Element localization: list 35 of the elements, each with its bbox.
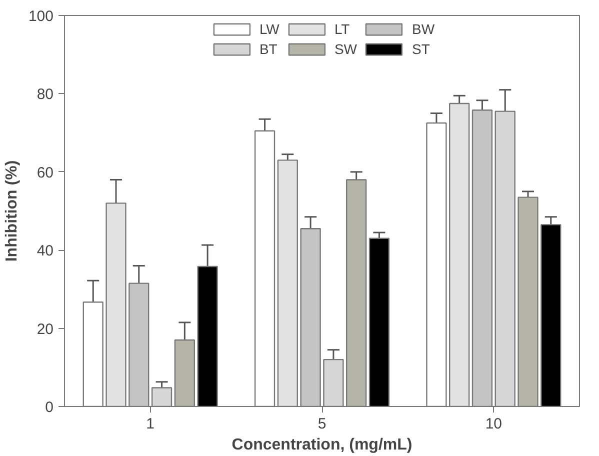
bar bbox=[426, 122, 447, 406]
bar bbox=[346, 179, 367, 406]
bar bbox=[151, 387, 172, 406]
bar bbox=[82, 302, 104, 406]
bar bbox=[174, 339, 195, 406]
x-tick-label: 10 bbox=[485, 416, 502, 432]
legend-label: BT bbox=[259, 41, 278, 57]
bar bbox=[300, 228, 321, 406]
bar bbox=[106, 202, 126, 406]
bar bbox=[518, 196, 538, 406]
x-tick-label: 5 bbox=[318, 416, 326, 432]
bar bbox=[197, 266, 218, 406]
bar bbox=[449, 102, 470, 406]
y-tick-label: 80 bbox=[36, 86, 54, 104]
y-tick-label: 0 bbox=[45, 399, 54, 416]
bar bbox=[540, 224, 562, 406]
x-tick-label: 1 bbox=[146, 416, 155, 432]
legend-label: BW bbox=[412, 21, 435, 37]
bar bbox=[128, 282, 150, 406]
bar bbox=[494, 110, 516, 406]
bar bbox=[368, 238, 390, 406]
legend-label: LW bbox=[259, 21, 280, 37]
y-tick-label: 60 bbox=[36, 164, 54, 182]
bar bbox=[277, 160, 298, 406]
y-axis-title: Inhibition (%) bbox=[3, 160, 20, 262]
legend-label: ST bbox=[412, 41, 431, 57]
y-tick-label: 20 bbox=[36, 320, 54, 338]
bar bbox=[254, 130, 276, 406]
bar bbox=[323, 358, 344, 406]
legend-label: LT bbox=[334, 21, 351, 37]
legend-label: SW bbox=[334, 41, 357, 57]
y-tick-label: 40 bbox=[36, 242, 54, 260]
y-tick-label: 100 bbox=[28, 8, 54, 25]
bar bbox=[472, 110, 493, 406]
x-axis-title: Concentration, (mg/mL) bbox=[232, 436, 412, 454]
